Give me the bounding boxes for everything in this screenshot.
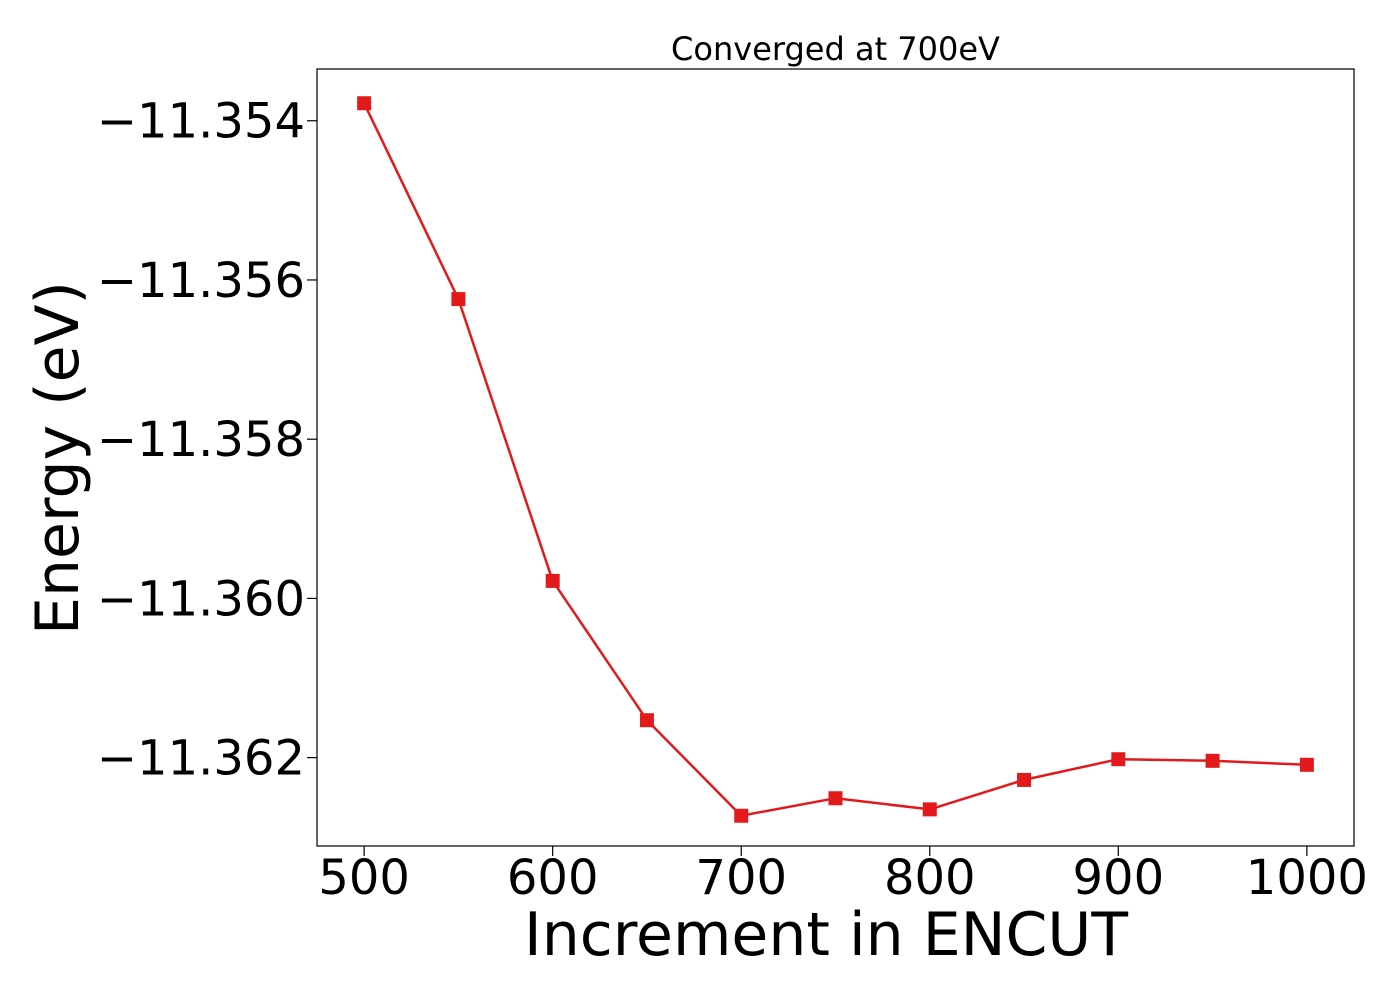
y-axis: −11.354 −11.356 −11.358 −11.360 −11.362 — [97, 94, 317, 787]
data-point — [734, 808, 749, 823]
y-tick-label: −11.362 — [97, 731, 305, 787]
y-tick-label: −11.356 — [97, 253, 305, 309]
data-point — [1111, 752, 1126, 767]
x-tick-label: 900 — [1073, 850, 1165, 906]
x-tick-label: 500 — [318, 850, 410, 906]
series-layer — [357, 96, 1314, 823]
data-point — [545, 573, 560, 588]
data-point — [828, 791, 843, 806]
data-point — [357, 96, 372, 111]
plot-frame — [316, 68, 1355, 847]
data-point — [922, 802, 937, 817]
x-tick-label: 800 — [884, 850, 976, 906]
data-point — [639, 713, 654, 728]
y-tick-label: −11.358 — [97, 412, 305, 468]
x-axis: 500 600 700 800 900 1000 — [318, 846, 1368, 906]
x-tick-label: 700 — [695, 850, 787, 906]
plot-area — [317, 69, 1354, 846]
x-axis-label: Increment in ENCUT — [524, 900, 1128, 970]
y-tick-label: −11.354 — [97, 94, 305, 150]
data-point — [1017, 772, 1032, 787]
x-tick-label: 600 — [507, 850, 599, 906]
data-point — [1205, 753, 1220, 768]
y-tick-label: −11.360 — [97, 571, 305, 627]
data-point — [451, 292, 466, 307]
x-tick-label: 1000 — [1246, 850, 1368, 906]
y-axis-label: Energy (eV) — [23, 281, 93, 635]
chart-title: Converged at 700eV — [671, 30, 1000, 68]
data-point — [1299, 757, 1314, 772]
